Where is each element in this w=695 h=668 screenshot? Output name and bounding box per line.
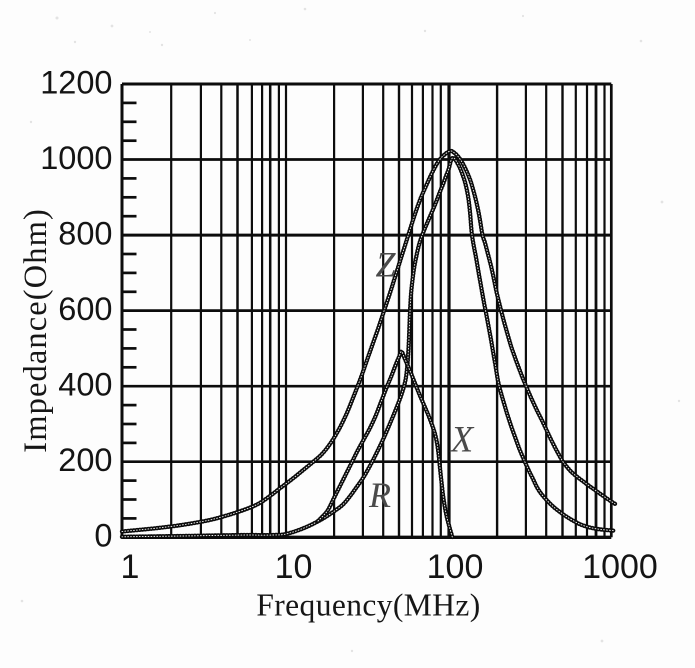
svg-text:0: 0 xyxy=(94,518,112,554)
svg-text:100: 100 xyxy=(427,548,484,586)
svg-text:Frequency(MHz): Frequency(MHz) xyxy=(256,588,480,623)
svg-text:400: 400 xyxy=(58,367,112,403)
svg-text:Z: Z xyxy=(375,245,396,285)
svg-text:X: X xyxy=(449,419,475,460)
svg-text:1000: 1000 xyxy=(582,548,658,586)
svg-text:10: 10 xyxy=(275,548,313,586)
svg-text:1000: 1000 xyxy=(40,140,112,176)
svg-text:1200: 1200 xyxy=(40,65,112,101)
svg-text:800: 800 xyxy=(58,216,112,252)
svg-text:600: 600 xyxy=(58,291,112,327)
svg-text:Impedance(Ohm): Impedance(Ohm) xyxy=(18,208,54,453)
svg-text:1: 1 xyxy=(121,548,140,586)
svg-text:200: 200 xyxy=(58,442,112,478)
svg-text:R: R xyxy=(368,475,391,515)
